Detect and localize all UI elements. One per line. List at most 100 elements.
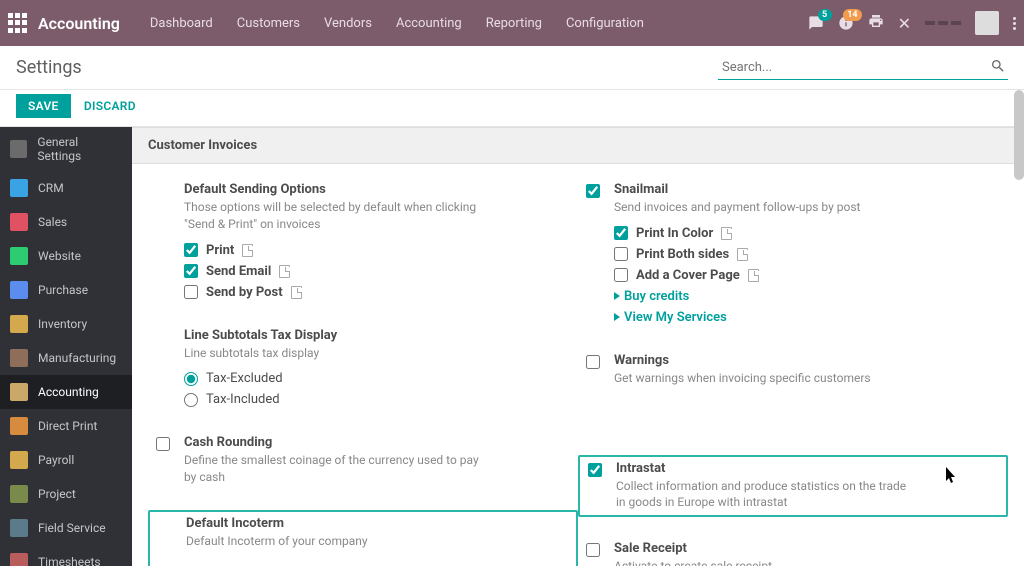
sidebar-item-purchase[interactable]: Purchase — [0, 273, 132, 307]
menu-reporting[interactable]: Reporting — [486, 16, 542, 31]
sending-desc: Those options will be selected by defaul… — [184, 199, 484, 233]
lbl-post[interactable]: Send by Post — [206, 285, 283, 300]
apps-icon[interactable] — [8, 13, 28, 33]
sidebar-item-general-settings[interactable]: General Settings — [0, 127, 132, 171]
avatar[interactable] — [975, 11, 999, 35]
chk-both[interactable] — [614, 247, 628, 261]
activity-badge: 14 — [843, 9, 861, 21]
print-icon[interactable] — [868, 13, 884, 33]
chk-snailmail[interactable] — [586, 184, 600, 198]
view-switcher[interactable] — [925, 21, 961, 25]
section-customer-invoices: Customer Invoices — [132, 127, 1024, 164]
chk-warnings[interactable] — [586, 355, 600, 369]
app-icon — [10, 553, 28, 566]
lbl-both[interactable]: Print Both sides — [636, 247, 729, 262]
sidebar-item-label: Sales — [38, 215, 67, 229]
sidebar-item-label: Field Service — [38, 521, 106, 535]
setting-snailmail: Snailmail Send invoices and payment foll… — [578, 178, 1008, 329]
radio-tax-excl[interactable] — [184, 372, 198, 386]
receipt-desc: Activate to create sale receipt — [614, 558, 914, 566]
sidebar-item-field-service[interactable]: Field Service — [0, 511, 132, 545]
sidebar-item-manufacturing[interactable]: Manufacturing — [0, 341, 132, 375]
app-icon — [10, 519, 28, 537]
menu-vendors[interactable]: Vendors — [324, 16, 372, 31]
radio-tax-incl[interactable] — [184, 393, 198, 407]
chk-email[interactable] — [184, 264, 198, 278]
layout: General Settings CRM Sales Website Purchase I… — [0, 127, 1024, 566]
subtotals-title: Line Subtotals Tax Display — [184, 328, 570, 343]
incoterm-input[interactable] — [186, 558, 336, 566]
chk-cover[interactable] — [614, 268, 628, 282]
setting-warnings: Warnings Get warnings when invoicing spe… — [578, 349, 1008, 391]
sidebar-item-sales[interactable]: Sales — [0, 205, 132, 239]
close-icon[interactable]: ✕ — [898, 14, 911, 33]
sidebar-item-label: Purchase — [38, 283, 88, 297]
chk-rounding[interactable] — [156, 437, 170, 451]
snailmail-title: Snailmail — [614, 182, 1000, 197]
sidebar-item-payroll[interactable]: Payroll — [0, 443, 132, 477]
sidebar-item-label: General Settings — [37, 135, 122, 163]
chk-post[interactable] — [184, 285, 198, 299]
chat-badge: 5 — [818, 9, 832, 21]
app-icon — [10, 213, 28, 231]
search-icon[interactable] — [990, 58, 1006, 74]
setting-intrastat: Intrastat Collect information and produc… — [578, 455, 1008, 518]
sidebar-item-direct-print[interactable]: Direct Print — [0, 409, 132, 443]
discard-button[interactable]: DISCARD — [74, 94, 146, 118]
lbl-cover[interactable]: Add a Cover Page — [636, 268, 740, 283]
chk-receipt[interactable] — [586, 543, 600, 557]
sidebar-item-timesheets[interactable]: Timesheets — [0, 545, 132, 566]
chat-icon[interactable]: 5 — [808, 15, 824, 31]
chk-intrastat[interactable] — [588, 463, 602, 477]
sidebar-item-label: Inventory — [38, 317, 87, 331]
sidebar-item-label: Project — [38, 487, 76, 501]
save-button[interactable]: SAVE — [16, 94, 71, 118]
more-icon[interactable] — [1013, 17, 1016, 30]
setting-rounding: Cash Rounding Define the smallest coinag… — [148, 431, 578, 490]
sidebar-item-accounting[interactable]: Accounting — [0, 375, 132, 409]
setting-incoterm: Default Incoterm Default Incoterm of you… — [148, 510, 578, 566]
doc-icon — [721, 227, 732, 240]
link-buy-credits[interactable]: Buy credits — [614, 289, 1000, 304]
app-icon — [10, 315, 28, 333]
sidebar-item-website[interactable]: Website — [0, 239, 132, 273]
search-input[interactable] — [718, 56, 1008, 80]
menu-dashboard[interactable]: Dashboard — [150, 16, 213, 31]
menu-configuration[interactable]: Configuration — [566, 16, 644, 31]
lbl-tax-incl[interactable]: Tax-Included — [206, 392, 280, 407]
setting-receipt: Sale Receipt Activate to create sale rec… — [578, 537, 1008, 566]
intrastat-title: Intrastat — [616, 461, 998, 476]
topbar: Accounting Dashboard Customers Vendors A… — [0, 0, 1024, 46]
actionbar: SAVE DISCARD — [0, 90, 1024, 127]
chk-color[interactable] — [614, 226, 628, 240]
lbl-email[interactable]: Send Email — [206, 264, 271, 279]
sidebar-item-project[interactable]: Project — [0, 477, 132, 511]
lbl-print[interactable]: Print — [206, 243, 234, 258]
menu-accounting[interactable]: Accounting — [396, 16, 462, 31]
setting-subtotals: Line Subtotals Tax Display Line subtotal… — [148, 324, 578, 412]
setting-default-sending: Default Sending Options Those options wi… — [148, 178, 578, 304]
sidebar-item-crm[interactable]: CRM — [0, 171, 132, 205]
app-icon — [10, 247, 28, 265]
chk-print[interactable] — [184, 243, 198, 257]
col-left: Default Sending Options Those options wi… — [148, 178, 578, 566]
rounding-title: Cash Rounding — [184, 435, 570, 450]
subheader: Settings — [0, 46, 1024, 90]
lbl-color[interactable]: Print In Color — [636, 226, 713, 241]
doc-icon — [242, 244, 253, 257]
sidebar-item-label: Website — [38, 249, 81, 263]
sidebar-item-label: Direct Print — [38, 419, 97, 433]
warnings-desc: Get warnings when invoicing specific cus… — [614, 370, 914, 387]
menu-customers[interactable]: Customers — [237, 16, 300, 31]
topbar-menu: Dashboard Customers Vendors Accounting R… — [150, 16, 644, 31]
intrastat-desc: Collect information and produce statisti… — [616, 478, 916, 512]
activity-icon[interactable]: 14 — [838, 15, 854, 31]
incoterm-title: Default Incoterm — [186, 516, 568, 531]
doc-icon — [279, 265, 290, 278]
link-view-services[interactable]: View My Services — [614, 310, 1000, 325]
sidebar-item-label: CRM — [38, 181, 64, 195]
search-wrap — [718, 56, 1008, 80]
lbl-tax-excl[interactable]: Tax-Excluded — [206, 371, 283, 386]
sidebar-item-inventory[interactable]: Inventory — [0, 307, 132, 341]
scrollbar[interactable] — [1014, 90, 1024, 180]
